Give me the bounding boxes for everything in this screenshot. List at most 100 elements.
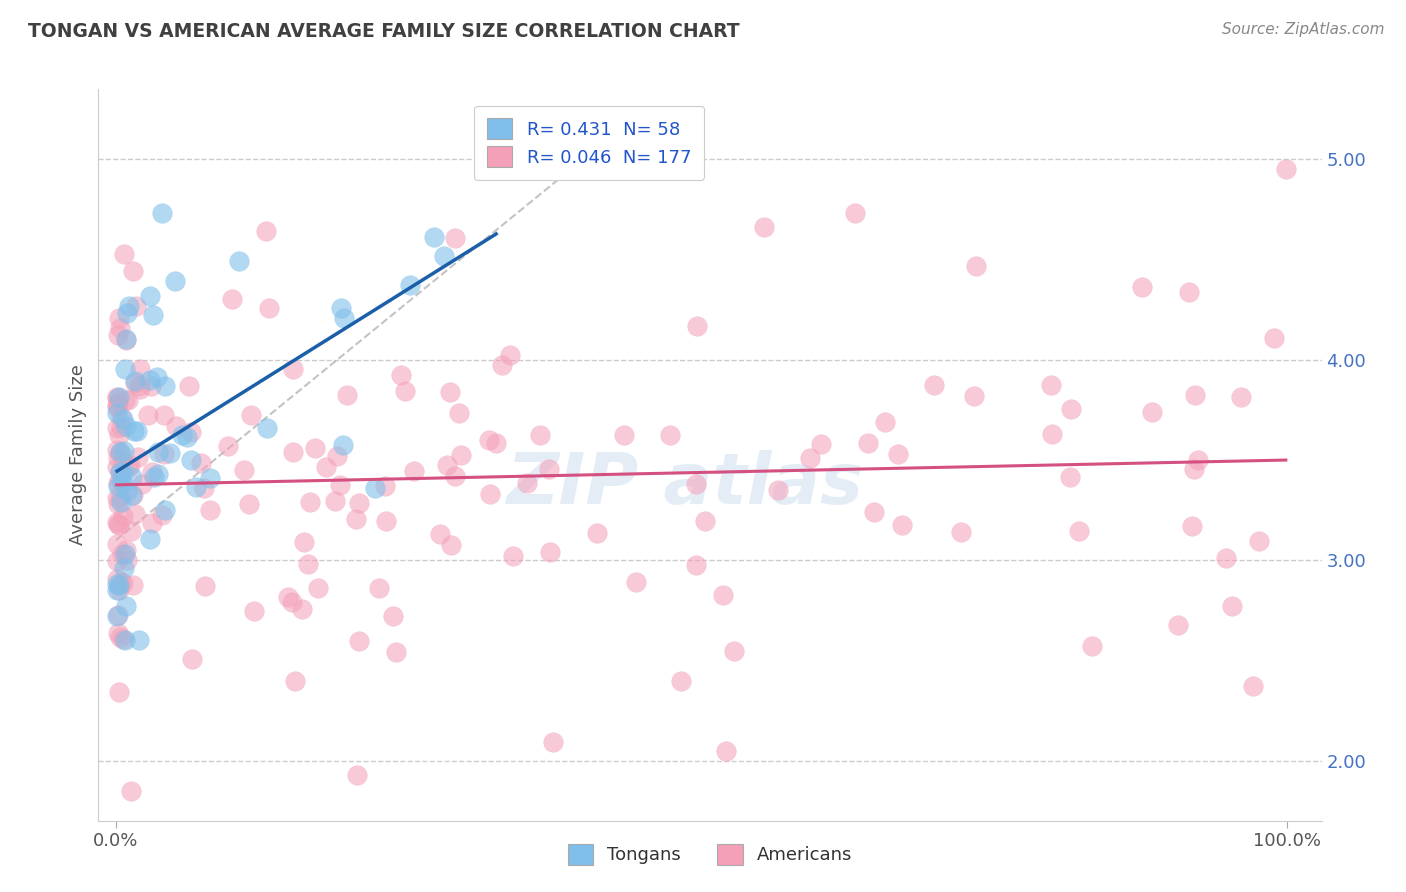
- Point: [485, 153, 508, 167]
- Point: [485, 435, 508, 450]
- Point: [117, 459, 139, 474]
- Point: [516, 476, 538, 491]
- Point: [121, 470, 143, 484]
- Point: [385, 645, 408, 659]
- Point: [1275, 162, 1298, 177]
- Point: [478, 433, 501, 447]
- Point: [538, 545, 561, 559]
- Point: [111, 465, 134, 479]
- Point: [180, 425, 202, 439]
- Point: [810, 437, 832, 451]
- Point: [257, 301, 280, 315]
- Point: [138, 533, 160, 547]
- Point: [228, 254, 250, 268]
- Point: [108, 490, 131, 504]
- Point: [502, 549, 524, 563]
- Point: [110, 321, 132, 335]
- Point: [112, 443, 135, 458]
- Point: [1247, 534, 1270, 549]
- Point: [180, 452, 202, 467]
- Point: [1067, 524, 1090, 538]
- Point: [1167, 618, 1189, 632]
- Point: [114, 392, 136, 407]
- Point: [139, 373, 162, 387]
- Point: [105, 400, 128, 414]
- Point: [346, 767, 368, 781]
- Point: [105, 392, 128, 406]
- Point: [349, 634, 371, 648]
- Point: [332, 437, 354, 451]
- Point: [232, 463, 254, 477]
- Point: [145, 369, 167, 384]
- Point: [613, 428, 636, 442]
- Point: [529, 428, 551, 442]
- Point: [367, 581, 389, 595]
- Point: [965, 259, 987, 273]
- Point: [799, 450, 821, 465]
- Point: [768, 483, 790, 497]
- Point: [714, 743, 737, 757]
- Point: [114, 599, 136, 613]
- Point: [105, 390, 128, 404]
- Point: [439, 384, 461, 399]
- Point: [155, 503, 177, 517]
- Point: [108, 445, 131, 459]
- Point: [112, 247, 135, 261]
- Point: [108, 473, 131, 487]
- Point: [685, 476, 707, 491]
- Point: [115, 334, 138, 348]
- Point: [347, 496, 370, 510]
- Point: [118, 458, 141, 472]
- Point: [107, 475, 129, 490]
- Point: [105, 406, 128, 420]
- Point: [141, 516, 163, 531]
- Point: [221, 292, 243, 306]
- Point: [1130, 279, 1153, 293]
- Point: [107, 491, 129, 505]
- Point: [291, 602, 314, 616]
- Point: [436, 458, 458, 472]
- Point: [114, 332, 136, 346]
- Point: [499, 348, 522, 362]
- Point: [238, 498, 260, 512]
- Point: [122, 424, 145, 438]
- Point: [146, 445, 169, 459]
- Point: [394, 384, 416, 398]
- Point: [105, 398, 128, 412]
- Point: [439, 538, 461, 552]
- Point: [1080, 639, 1102, 653]
- Point: [364, 481, 387, 495]
- Point: [1059, 469, 1081, 483]
- Point: [105, 420, 128, 434]
- Point: [429, 527, 451, 541]
- Point: [142, 470, 165, 484]
- Point: [128, 378, 150, 392]
- Point: [399, 277, 422, 292]
- Point: [112, 560, 135, 574]
- Point: [115, 542, 138, 557]
- Point: [863, 505, 886, 519]
- Point: [299, 495, 322, 509]
- Point: [329, 478, 352, 492]
- Point: [107, 450, 129, 465]
- Point: [685, 558, 707, 572]
- Point: [150, 206, 173, 220]
- Point: [121, 488, 143, 502]
- Point: [450, 448, 472, 462]
- Point: [1140, 405, 1163, 419]
- Point: [256, 421, 278, 435]
- Point: [1059, 402, 1081, 417]
- Point: [949, 524, 972, 539]
- Point: [243, 604, 266, 618]
- Point: [108, 577, 131, 591]
- Point: [153, 409, 176, 423]
- Point: [304, 442, 326, 456]
- Point: [382, 608, 405, 623]
- Point: [326, 449, 349, 463]
- Point: [873, 415, 896, 429]
- Point: [711, 588, 734, 602]
- Point: [402, 464, 425, 478]
- Point: [194, 579, 217, 593]
- Point: [433, 249, 456, 263]
- Point: [122, 488, 145, 502]
